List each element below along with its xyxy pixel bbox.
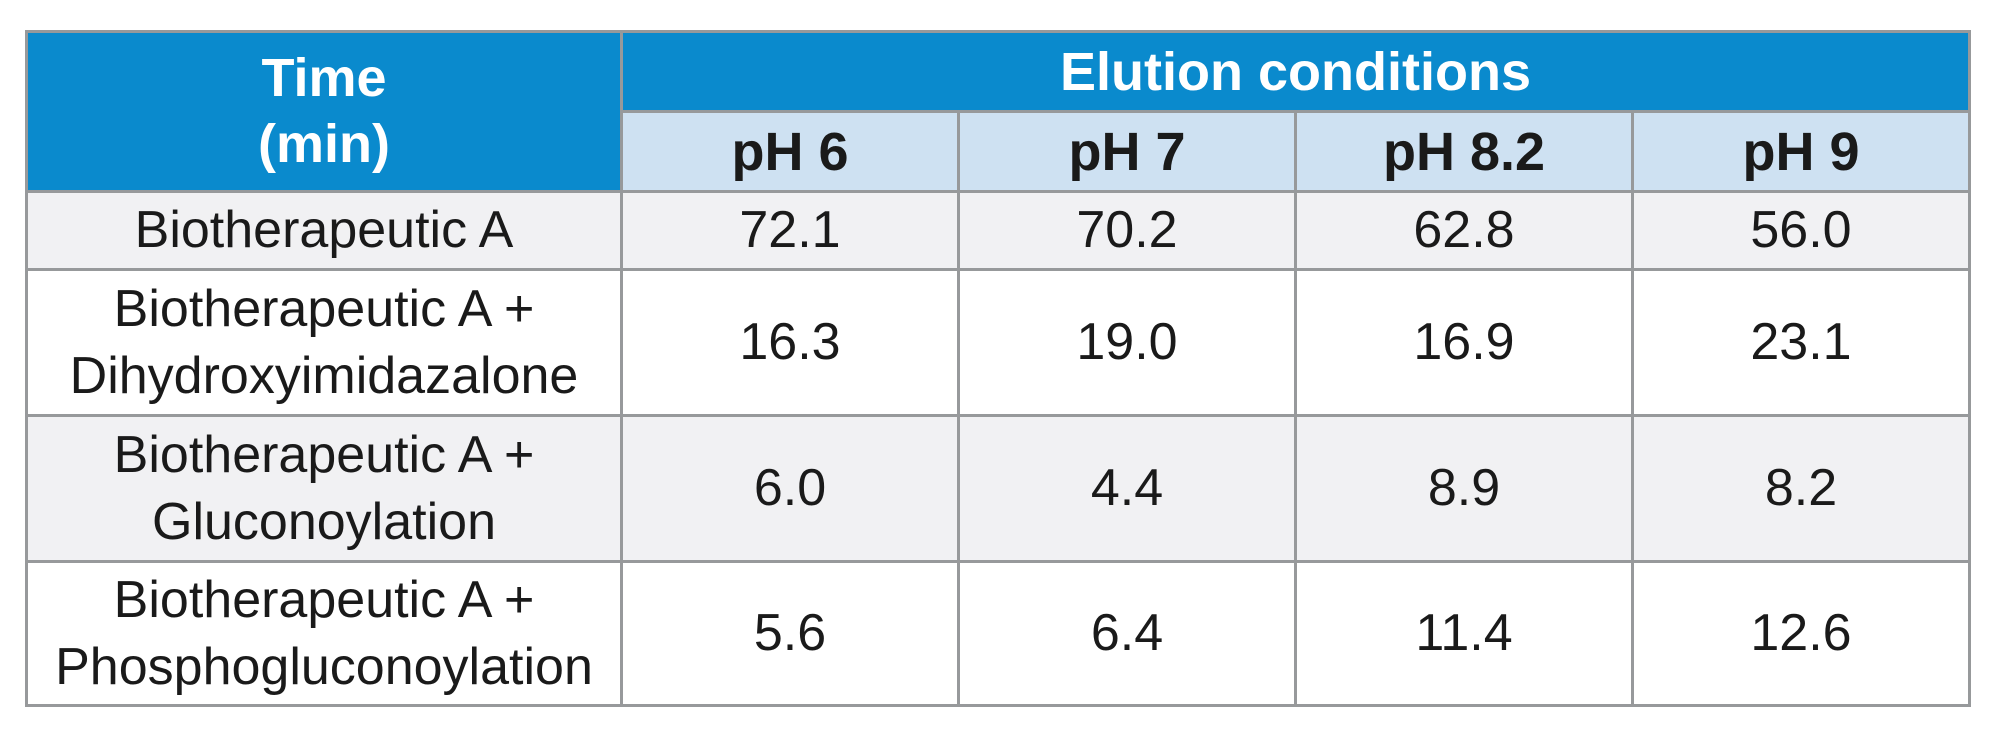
table-cell: 70.2 [957,190,1297,271]
table-cell: 11.4 [1294,560,1634,707]
table-row-dihydroxyimidazalone: Biotherapeutic A + Dihydroxyimidazalone … [25,268,1972,417]
table-cell: 16.3 [620,268,960,417]
table-cell: 19.0 [957,268,1297,417]
table-cell: 8.2 [1630,414,1972,563]
table-row-phosphogluconoylation: Biotherapeutic A + Phosphogluconoylation… [25,560,1972,707]
corner-header-time-min: Time (min) [25,30,623,193]
table-cell: 23.1 [1630,268,1972,417]
table-cell: 6.0 [620,414,960,563]
row-label: Biotherapeutic A [25,190,623,271]
row-label: Biotherapeutic A + Gluconoylation [25,414,623,563]
table-row-gluconoylation: Biotherapeutic A + Gluconoylation 6.0 4.… [25,414,1972,563]
column-header-ph-7: pH 7 [957,110,1297,193]
table-cell: 12.6 [1630,560,1972,707]
table-cell: 16.9 [1294,268,1634,417]
corner-header-line2: (min) [258,113,390,174]
elution-table-container: Time (min) Elution conditions pH 6 pH 7 … [25,30,1972,707]
table-row-biotherapeutic-a: Biotherapeutic A 72.1 70.2 62.8 56.0 [25,190,1972,271]
table-cell: 4.4 [957,414,1297,563]
table-cell: 56.0 [1630,190,1972,271]
table-cell: 6.4 [957,560,1297,707]
table-cell: 8.9 [1294,414,1634,563]
table-cell: 5.6 [620,560,960,707]
elution-conditions-table: Time (min) Elution conditions pH 6 pH 7 … [25,30,1972,707]
column-header-ph-6: pH 6 [620,110,960,193]
table-cell: 72.1 [620,190,960,271]
column-header-ph-8-2: pH 8.2 [1294,110,1634,193]
group-header-elution-conditions: Elution conditions [619,30,1972,113]
column-header-ph-9: pH 9 [1630,110,1972,193]
row-label: Biotherapeutic A + Dihydroxyimidazalone [25,268,623,417]
row-label: Biotherapeutic A + Phosphogluconoylation [25,560,623,707]
table-cell: 62.8 [1294,190,1634,271]
corner-header-line1: Time [261,47,387,108]
